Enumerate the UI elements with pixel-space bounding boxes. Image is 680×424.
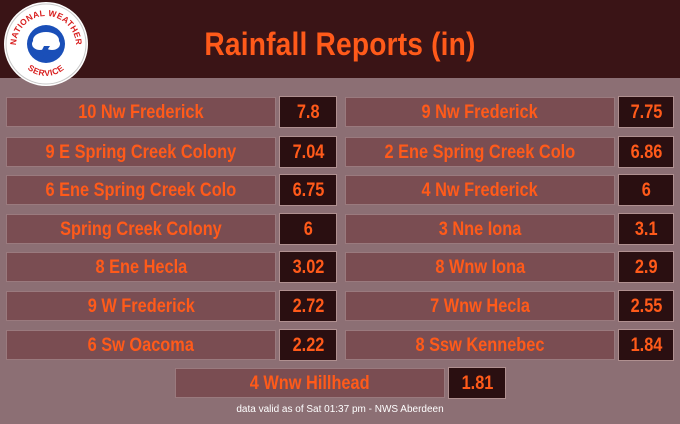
report-location: 10 Nw Frederick [6, 97, 276, 127]
svg-text:SERVICE: SERVICE [26, 63, 66, 79]
report-value: 6 [279, 213, 337, 245]
report-value: 2.72 [279, 290, 337, 322]
report-value: 6 [618, 174, 674, 206]
report-location: 2 Ene Spring Creek Colo [345, 137, 615, 167]
report-value: 6.86 [618, 136, 674, 168]
report-value: 1.84 [618, 329, 674, 361]
nws-logo: NATIONAL WEATHER SERVICE [4, 2, 88, 86]
report-location: 3 Nne Iona [345, 214, 615, 244]
report-location: Spring Creek Colony [6, 214, 276, 244]
report-location: 9 E Spring Creek Colony [6, 137, 276, 167]
report-location: 6 Ene Spring Creek Colo [6, 175, 276, 205]
report-location: 4 Nw Frederick [345, 175, 615, 205]
report-location: 9 Nw Frederick [345, 97, 615, 127]
report-value: 2.55 [618, 290, 674, 322]
report-location: 8 Ssw Kennebec [345, 330, 615, 360]
report-value: 1.81 [448, 367, 506, 399]
report-value: 7.8 [279, 96, 337, 128]
report-location: 9 W Frederick [6, 291, 276, 321]
report-value: 2.9 [618, 251, 674, 283]
report-value: 7.04 [279, 136, 337, 168]
report-location: 8 Wnw Iona [345, 252, 615, 282]
report-value: 3.02 [279, 251, 337, 283]
footer-timestamp: data valid as of Sat 01:37 pm - NWS Aber… [236, 404, 444, 415]
report-location: 4 Wnw Hillhead [175, 368, 445, 398]
page-title: Rainfall Reports (in) [204, 26, 476, 62]
report-location: 7 Wnw Hecla [345, 291, 615, 321]
report-value: 7.75 [618, 96, 674, 128]
nws-logo-icon: NATIONAL WEATHER SERVICE [5, 3, 87, 85]
report-location: 6 Sw Oacoma [6, 330, 276, 360]
header-bar [0, 0, 680, 78]
report-location: 8 Ene Hecla [6, 252, 276, 282]
report-value: 6.75 [279, 174, 337, 206]
report-value: 2.22 [279, 329, 337, 361]
report-value: 3.1 [618, 213, 674, 245]
